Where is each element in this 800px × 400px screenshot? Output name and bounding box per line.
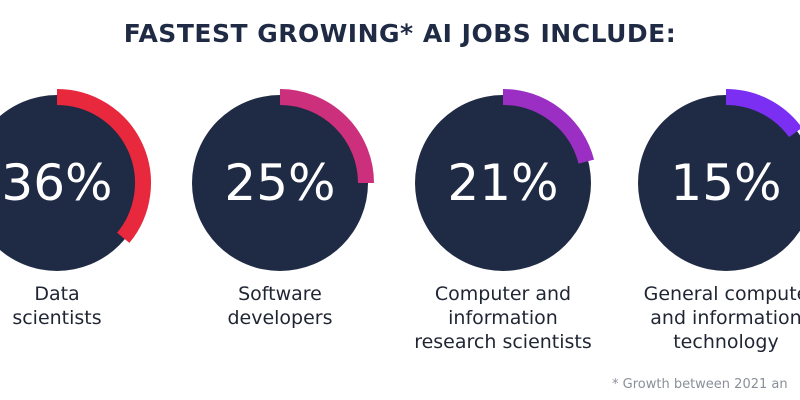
footnote: * Growth between 2021 an — [612, 377, 788, 392]
value-label: 21% — [447, 154, 558, 212]
category-label: information — [448, 307, 558, 329]
category-label: research scientists — [414, 331, 592, 353]
value-label: 25% — [224, 154, 335, 212]
value-label: 36% — [1, 154, 112, 212]
progress-arc — [725, 89, 800, 138]
category-label: Software — [238, 283, 322, 305]
disk — [0, 95, 145, 271]
progress-arc — [56, 89, 151, 243]
category-label: and information — [650, 307, 800, 329]
category-label: Computer and — [435, 283, 571, 305]
progress-arc — [502, 89, 595, 164]
category-label: General compute — [644, 283, 800, 305]
disk — [638, 95, 800, 271]
disk — [192, 95, 368, 271]
chart-title: FASTEST GROWING* AI JOBS INCLUDE: — [124, 19, 677, 48]
category-label: Data — [34, 283, 79, 305]
value-label: 15% — [670, 154, 781, 212]
category-label: developers — [227, 307, 332, 329]
category-label: scientists — [12, 307, 101, 329]
disk — [415, 95, 591, 271]
category-label: technology — [673, 331, 779, 353]
progress-arc — [279, 89, 374, 184]
